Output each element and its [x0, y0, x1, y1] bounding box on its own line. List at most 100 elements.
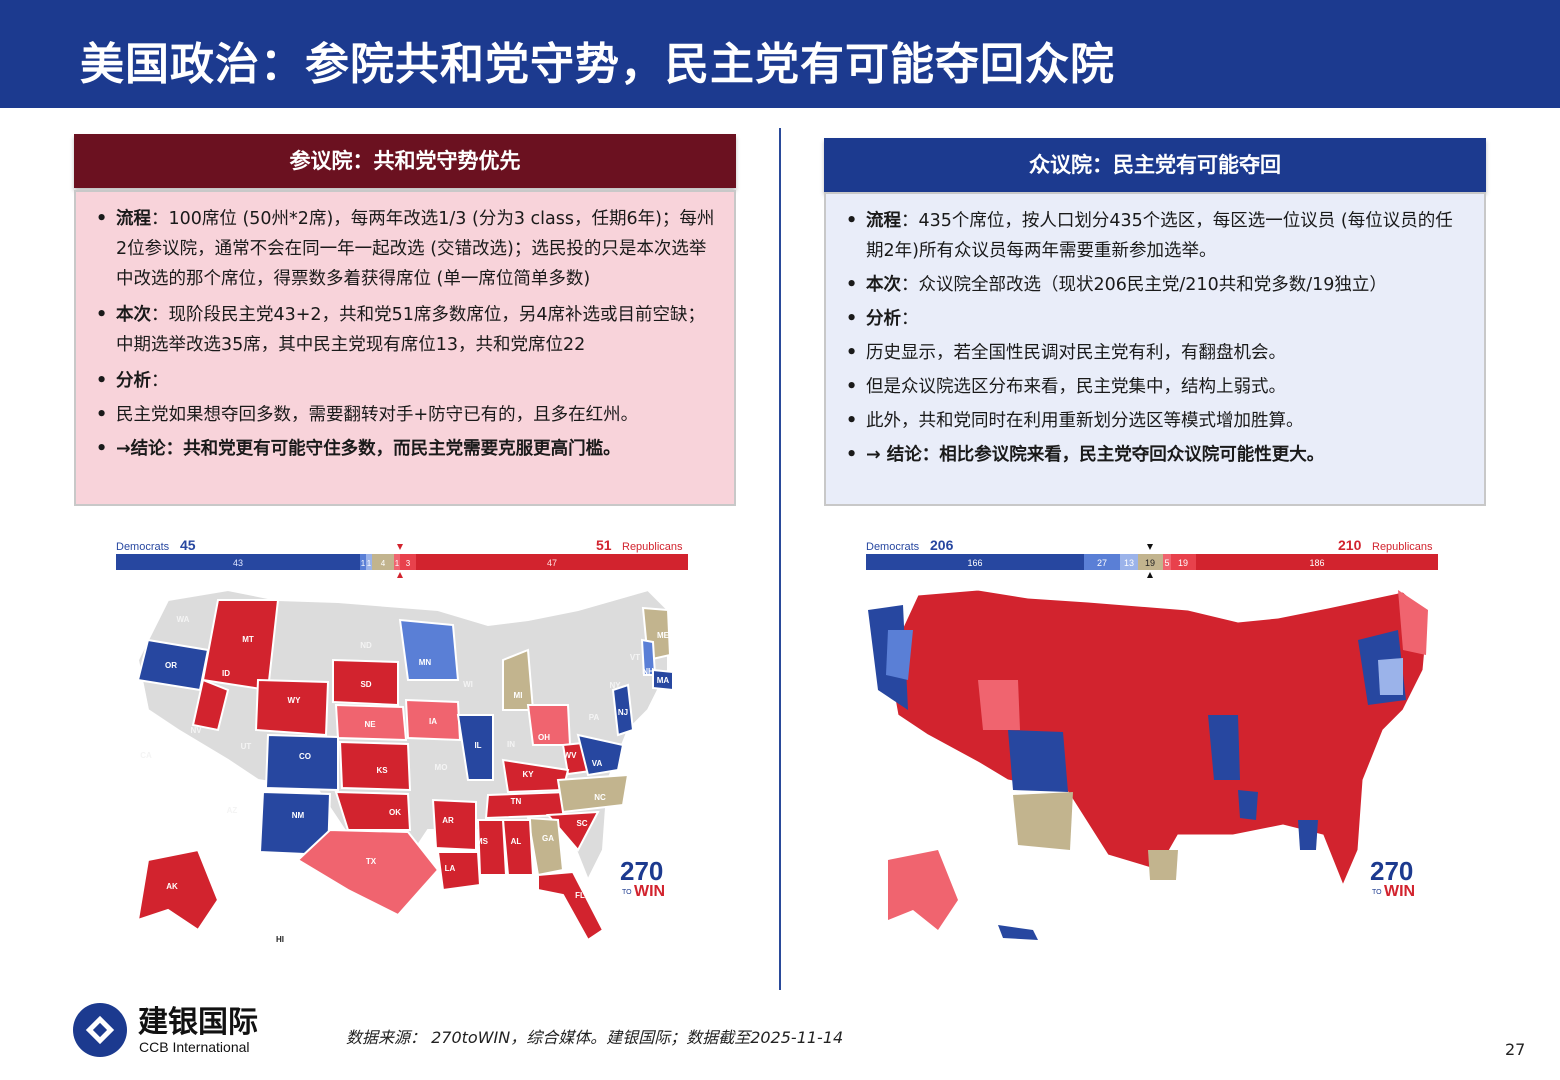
ccb-logo-en: CCB International	[139, 1039, 250, 1055]
senate-dem-label: Democrats	[116, 541, 170, 553]
house-tx-tossup	[1148, 850, 1178, 880]
label-az: AZ	[227, 806, 238, 815]
h-seg-rep-likely	[1171, 554, 1196, 570]
data-source: 数据来源： 270toWIN，综合媒体。建银国际；数据截至2025-11-14	[346, 1028, 844, 1047]
senate-bullet-process: 流程：100席位 (50州*2席)，每两年改选1/3 (分为3 class，任期…	[92, 204, 718, 294]
h-seg-label-27: 27	[1097, 558, 1107, 568]
house-me-lean	[1398, 590, 1428, 655]
house-text-box: 流程：435个席位，按人口划分435个选区，每区选一位议员 (每位议员的任期2年…	[824, 192, 1486, 506]
logo-to: TO	[622, 889, 632, 896]
label-in: IN	[507, 740, 515, 749]
senate-text-box: 流程：100席位 (50州*2席)，每两年改选1/3 (分为3 class，任期…	[74, 190, 736, 506]
label-nj: NJ	[618, 708, 628, 717]
logo-270: 270	[620, 856, 663, 886]
state-sc	[545, 810, 600, 852]
state-sd	[332, 658, 399, 707]
logo-270-r: 270	[1370, 856, 1413, 886]
house-us-map	[868, 589, 1429, 940]
page-number: 27	[1505, 1040, 1526, 1059]
house-westcoast-likely	[886, 630, 913, 680]
state-ak	[136, 848, 220, 932]
logo-win: WIN	[634, 883, 665, 900]
label-wy: WY	[288, 696, 302, 705]
senate-header: 参议院：共和党守势优先	[74, 134, 736, 188]
house-dem-total: 206	[930, 537, 954, 553]
label-al: AL	[511, 837, 522, 846]
h-seg-label-5: 5	[1164, 558, 1169, 568]
h-seg-dem-lean	[1120, 554, 1138, 570]
seg-tossup	[372, 554, 394, 570]
label-va: VA	[592, 759, 603, 768]
label-pa: PA	[589, 713, 600, 722]
seg-rep-likely	[400, 554, 416, 570]
house-bullet-conclusion: → 结论：相比参议院来看，民主党夺回众议院可能性更大。	[842, 440, 1468, 470]
house-header: 众议院：民主党有可能夺回	[824, 138, 1486, 192]
state-ia	[404, 698, 462, 742]
seg-dem-lean	[366, 554, 372, 570]
state-id	[191, 678, 230, 732]
label-id: ID	[222, 669, 230, 678]
seg-label-4: 4	[381, 559, 386, 568]
label-ks: KS	[376, 766, 388, 775]
label-ga: GA	[542, 834, 554, 843]
seg-label-1b: 1	[367, 559, 372, 568]
h-seg-label-19a: 19	[1145, 558, 1155, 568]
house-ne-lean	[1378, 658, 1403, 695]
house-seat-bar: 166 27 13 19 5 19 186	[866, 544, 1438, 578]
label-ms: MS	[476, 837, 489, 846]
house-hi	[998, 925, 1038, 940]
h-seg-label-13: 13	[1124, 558, 1134, 568]
state-ok	[334, 790, 412, 831]
house-dem-label: Democrats	[866, 541, 920, 553]
label-ak: AK	[166, 882, 178, 891]
label-co: CO	[299, 752, 311, 761]
label-nm: NM	[292, 811, 305, 820]
house-nm-tossup	[1013, 792, 1073, 850]
state-il	[456, 714, 494, 781]
h-seg-dem-likely	[1084, 554, 1120, 570]
senate-bullets: 流程：100席位 (50州*2席)，每两年改选1/3 (分为3 class，任期…	[92, 204, 718, 464]
label-mn: MN	[419, 658, 432, 667]
h-seg-tossup	[1138, 554, 1163, 570]
state-mi	[502, 648, 535, 711]
house-map: Democrats 206 210 Republicans 166 27 13 …	[858, 530, 1448, 950]
house-bullet-current: 本次：众议院全部改选（现状206民主党/210共和党多数/19独立）	[842, 270, 1468, 300]
label-wi: WI	[463, 680, 473, 689]
state-wy	[254, 678, 330, 737]
h-seg-label-166: 166	[967, 558, 982, 568]
label-ma: MA	[657, 676, 670, 685]
senate-bullet-analysis-1: 民主党如果想夺回多数，需要翻转对手+防守已有的，且多在红州。	[92, 400, 718, 430]
seg-dem-likely	[360, 554, 366, 570]
seg-rep-lean	[394, 554, 400, 570]
label-il: IL	[474, 741, 481, 750]
label-ca: CA	[140, 751, 152, 760]
house-bullet-analysis-3: 此外，共和党同时在利用重新划分选区等模式增加胜算。	[842, 406, 1468, 436]
seg-label-3: 3	[406, 559, 411, 568]
label-mi: MI	[514, 691, 523, 700]
page-title: 美国政治：参院共和党守势，民主党有可能夺回众院	[80, 39, 1115, 90]
label-nv: NV	[190, 726, 202, 735]
h-seg-dem-safe	[866, 554, 1084, 570]
state-ms	[476, 819, 508, 876]
majority-marker-top	[397, 544, 403, 550]
senate-bullet-current: 本次：现阶段民主党43+2，共和党51席多数席位，另4席补选或目前空缺；中期选举…	[92, 300, 718, 360]
state-fl	[537, 870, 605, 942]
seg-label-47: 47	[547, 558, 557, 568]
h-seg-label-19b: 19	[1178, 558, 1188, 568]
senate-dem-total: 45	[180, 537, 196, 553]
label-mo: MO	[435, 763, 448, 772]
house-rep-label: Republicans	[1372, 541, 1433, 553]
label-fl: FL	[575, 891, 585, 900]
state-co	[264, 733, 339, 792]
house-bullet-analysis-1: 历史显示，若全国性民调对民主党有利，有翻盘机会。	[842, 338, 1468, 368]
label-ky: KY	[522, 770, 534, 779]
label-me: ME	[657, 631, 670, 640]
h-seg-label-186: 186	[1309, 558, 1324, 568]
label-ny: NY	[609, 681, 621, 690]
ccb-logo-svg: 建银国际 CCB International	[73, 1003, 258, 1057]
senate-us-map	[136, 588, 674, 942]
label-or: OR	[165, 661, 177, 670]
label-tx: TX	[366, 857, 377, 866]
label-wv: WV	[564, 751, 578, 760]
label-tn: TN	[511, 797, 522, 806]
